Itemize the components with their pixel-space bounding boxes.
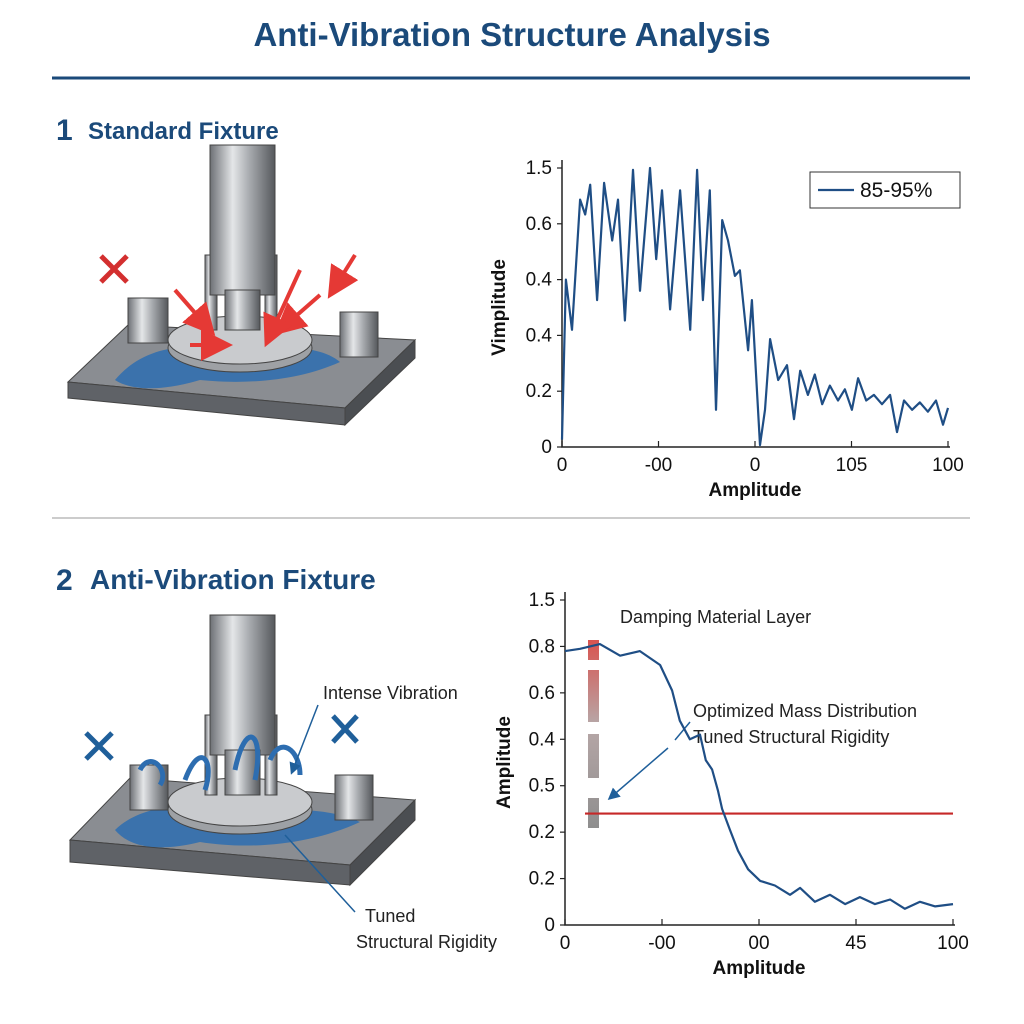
- section-number: 1: [56, 114, 73, 147]
- y-tick-label: 0.6: [526, 214, 552, 235]
- x-tick-label: 100: [937, 933, 969, 954]
- y-tick-label: 0.2: [526, 381, 552, 402]
- x-tick-label: 00: [748, 933, 769, 954]
- y-tick-label: 0: [544, 915, 555, 936]
- annotation: Optimized Mass Distribution: [693, 701, 917, 721]
- axis: [564, 592, 955, 926]
- x-tick-label: 105: [836, 455, 868, 476]
- y-tick-label: 1.5: [529, 590, 555, 611]
- x-tick-label: 0: [750, 455, 761, 476]
- y-tick-label: 0.2: [529, 869, 555, 890]
- y-tick-label: 0: [541, 437, 552, 458]
- section-number: 2: [56, 564, 73, 597]
- y-tick-label: 0.6: [529, 683, 555, 704]
- data-line: [560, 166, 950, 447]
- x-tick-label: 100: [932, 455, 964, 476]
- y-tick-label: 0.8: [529, 636, 555, 657]
- y-tick-label: 0.5: [529, 776, 555, 797]
- x-axis-label: Amplitude: [713, 958, 806, 979]
- y-tick-label: 0.4: [526, 270, 553, 291]
- annotation: Tuned Structural Rigidity: [693, 727, 889, 747]
- y-axis-label: Amplitude: [494, 716, 515, 809]
- legend-label: 85-95%: [860, 179, 932, 202]
- y-tick-label: 0.2: [529, 822, 555, 843]
- standard-fixture-illustration: [66, 144, 417, 427]
- section-heading: Standard Fixture: [88, 118, 279, 145]
- x-tick-label: -00: [648, 933, 675, 954]
- y-tick-label: 0.4: [526, 325, 553, 346]
- section-heading: Anti-Vibration Fixture: [90, 564, 376, 595]
- callout: Intense Vibration: [323, 683, 458, 703]
- x-tick-label: 0: [560, 933, 571, 954]
- y-axis-label: Vimplitude: [489, 259, 510, 356]
- y-tick-label: 1.5: [526, 158, 552, 179]
- annotation: Damping Material Layer: [620, 607, 811, 627]
- x-tick-label: -00: [645, 455, 672, 476]
- callout: Tuned: [365, 906, 415, 926]
- damping-layer-bar: [586, 640, 601, 828]
- annotation-arrow: [674, 721, 691, 741]
- x-tick-label: 0: [557, 455, 568, 476]
- callout: Structural Rigidity: [356, 932, 497, 952]
- page-title: Anti-Vibration Structure Analysis: [253, 16, 770, 53]
- x-axis-label: Amplitude: [709, 480, 802, 501]
- anti-vibration-fixture-illustration: [68, 614, 417, 913]
- data-line: [564, 643, 954, 910]
- annotation-arrow: [607, 747, 669, 800]
- x-tick-label: 45: [845, 933, 866, 954]
- y-tick-label: 0.4: [529, 729, 556, 750]
